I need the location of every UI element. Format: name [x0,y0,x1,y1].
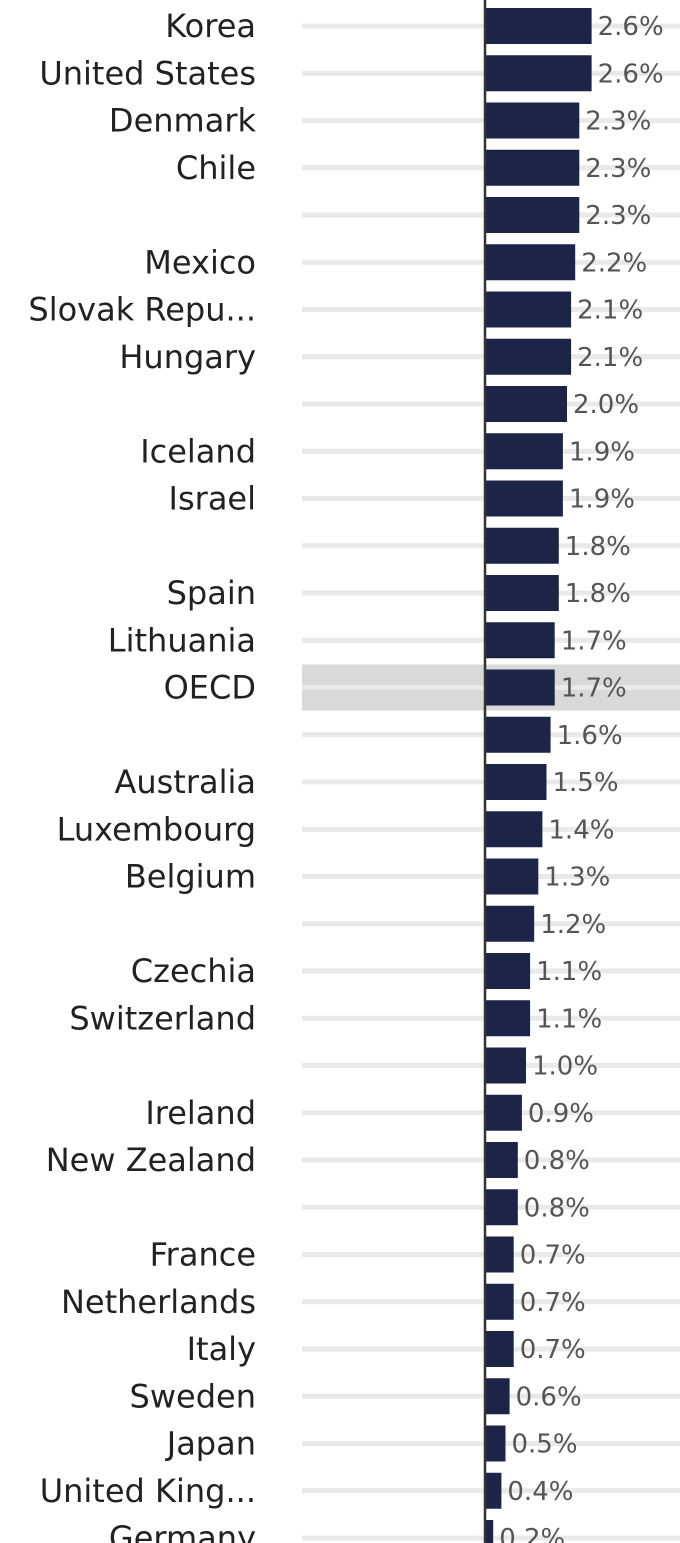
category-label: Germany [109,1519,256,1543]
category-label: Iceland [140,432,256,470]
value-label: 0.6% [516,1382,582,1412]
value-label: 0.7% [520,1335,586,1365]
value-label: 1.0% [532,1052,598,1082]
bar-belgium-18 [485,858,539,895]
category-label: Switzerland [69,999,256,1037]
value-label: 1.4% [548,815,614,845]
value-label: 1.3% [544,863,610,893]
category-label: Belgium [125,858,256,896]
bar-mexico-5 [485,244,576,281]
category-label: Denmark [109,102,257,140]
bar-italy-28 [485,1331,514,1367]
value-label: 2.6% [598,59,664,89]
bar-blank-19 [485,905,535,942]
category-label: Luxembourg [57,810,256,848]
bar-blank-15 [485,716,551,753]
value-label: 1.1% [536,1004,602,1034]
category-label: Slovak Repu... [28,291,256,329]
bar-slovak-repu-6 [485,291,572,328]
bar-netherlands-27 [485,1283,514,1320]
category-label: Japan [165,1425,256,1463]
value-label: 2.0% [573,390,639,420]
value-label: 2.3% [585,201,651,231]
category-label: Netherlands [61,1283,256,1321]
value-label: 0.2% [499,1524,565,1543]
bar-australia-16 [485,764,547,800]
value-label: 0.8% [524,1193,590,1223]
bar-iceland-9 [485,433,563,470]
value-label: 1.5% [553,768,619,798]
category-label: Ireland [145,1094,256,1132]
bar-switzerland-21 [485,1000,531,1037]
bar-ireland-23 [485,1094,522,1131]
category-label: Hungary [119,338,256,376]
value-label: 0.9% [528,1099,594,1129]
value-label: 2.2% [581,248,647,278]
bar-sweden-29 [485,1378,510,1415]
bar-new-zealand-24 [485,1142,518,1178]
bar-france-26 [485,1236,514,1273]
value-label: 0.4% [507,1477,573,1507]
value-label: 1.9% [569,485,635,515]
category-label: Korea [165,7,256,45]
bar-united-states-1 [485,55,592,92]
value-label: 1.7% [561,674,627,704]
category-label: Chile [176,149,256,187]
bar-hungary-7 [485,338,572,375]
bar-united-king-31 [485,1472,502,1509]
bar-spain-12 [485,575,559,611]
bar-blank-4 [485,197,580,233]
category-label: OECD [164,669,256,707]
bar-japan-30 [485,1425,506,1462]
value-label: 2.6% [598,12,664,42]
bar-blank-8 [485,386,567,422]
value-label: 1.8% [565,579,631,609]
category-label: Mexico [144,243,256,281]
value-label: 1.8% [565,532,631,562]
bar-germany-32 [485,1520,494,1543]
bars [485,8,592,1543]
bar-lithuania-13 [485,622,555,659]
category-label: United States [39,54,256,92]
value-label: 2.1% [577,343,643,373]
value-label: 1.7% [561,626,627,656]
bar-luxembourg-17 [485,811,543,848]
category-label: Czechia [131,952,256,990]
category-label: Spain [167,574,256,612]
value-label: 1.6% [557,721,623,751]
labels: Korea 2.6% United States 2.6% Denmark 2.3% Chi… [28,0,664,1543]
category-label: Australia [114,763,256,801]
bar-czechia-20 [485,953,531,989]
bar-blank-22 [485,1047,526,1084]
value-label: 0.8% [524,1146,590,1176]
category-label: Sweden [130,1377,256,1415]
bar-denmark-2 [485,102,580,139]
bar-chile-3 [485,149,580,186]
value-label: 2.1% [577,296,643,326]
bar-blank-11 [485,527,559,564]
category-label: New Zealand [46,1141,256,1179]
value-label: 2.3% [585,107,651,137]
category-label: Lithuania [108,621,256,659]
bar-blank-25 [485,1189,518,1226]
bar-korea-0 [485,8,592,44]
value-label: 0.7% [520,1241,586,1271]
bar-israel-10 [485,480,563,517]
value-label: 0.7% [520,1288,586,1318]
category-label: United King... [40,1472,256,1510]
value-label: 0.5% [512,1430,578,1460]
value-label: 2.3% [585,154,651,184]
bar-oecd-14 [485,669,555,706]
category-label: Italy [187,1330,256,1368]
value-label: 1.9% [569,437,635,467]
category-label: France [150,1236,256,1274]
value-label: 1.1% [536,957,602,987]
category-label: Israel [169,480,256,518]
value-label: 1.2% [540,910,606,940]
